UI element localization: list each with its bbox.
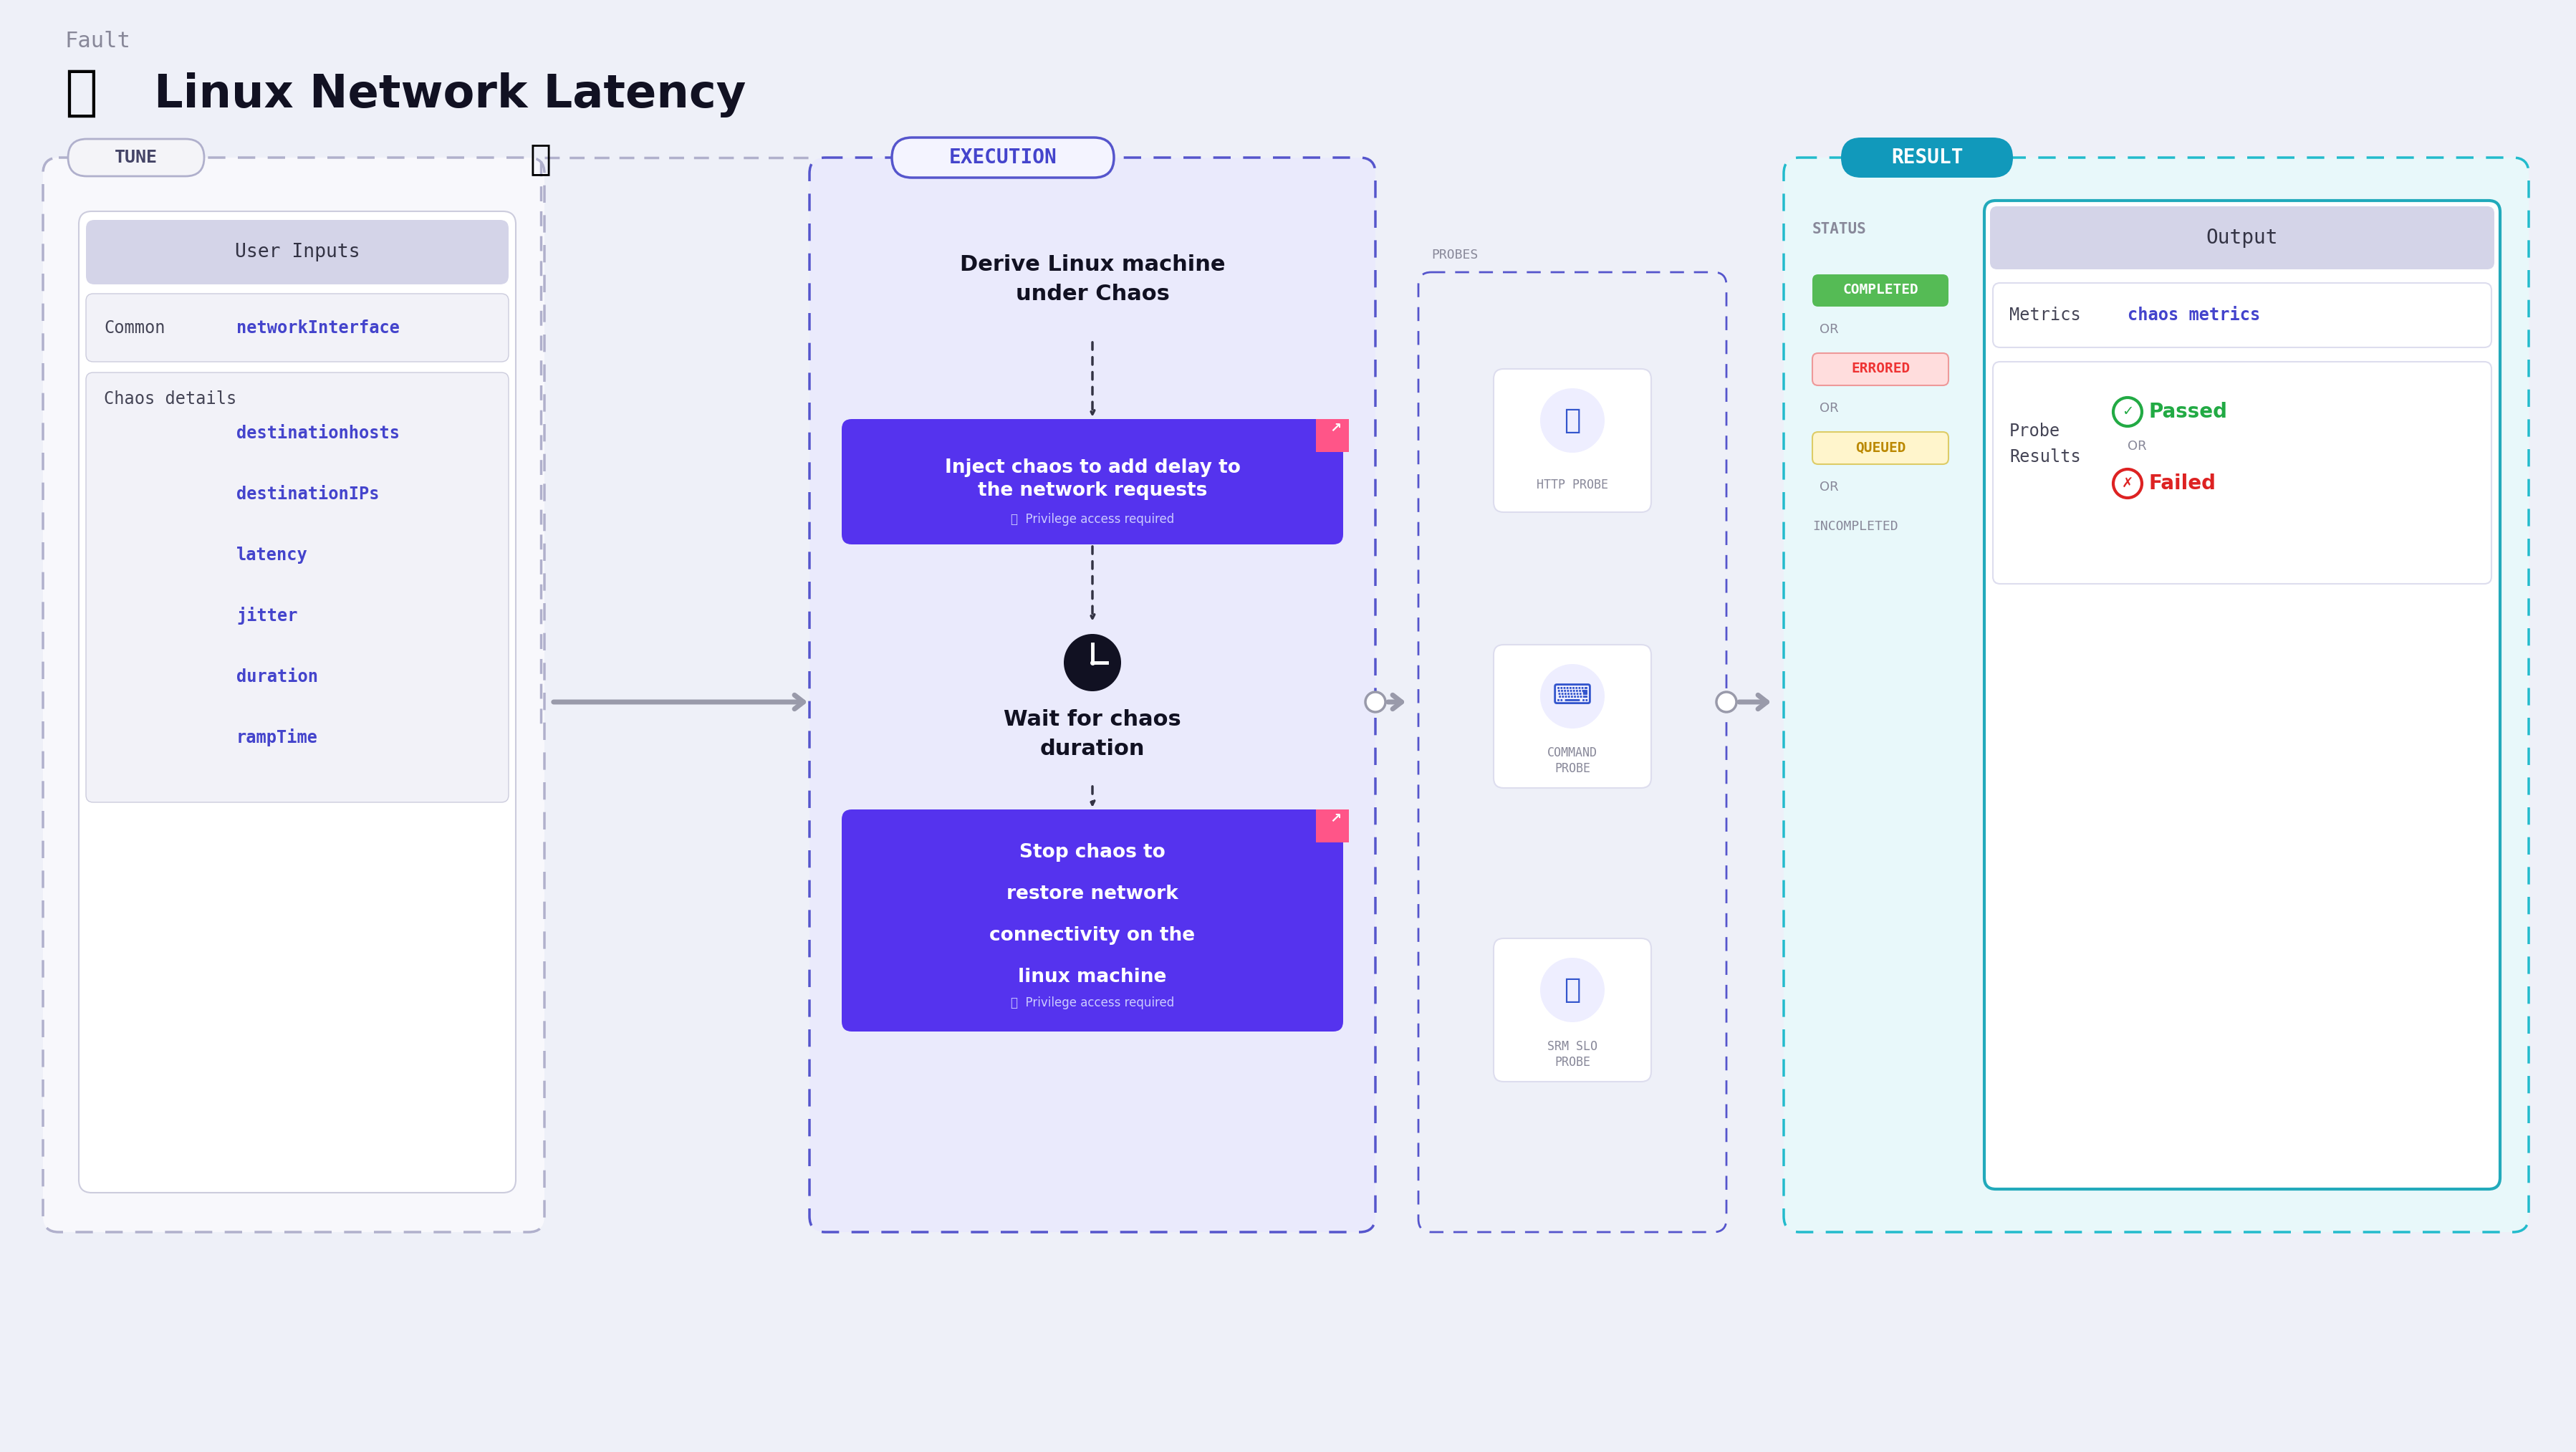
FancyBboxPatch shape (1316, 809, 1350, 842)
Text: Metrics: Metrics (2009, 306, 2081, 324)
Text: OR: OR (2128, 440, 2146, 453)
Text: Common: Common (103, 319, 165, 337)
Text: OR: OR (1819, 402, 1839, 415)
Text: STATUS: STATUS (1814, 222, 1868, 237)
Text: ↗: ↗ (1329, 421, 1342, 434)
Text: Passed: Passed (2148, 402, 2228, 423)
FancyBboxPatch shape (1991, 206, 2494, 269)
Text: Fault: Fault (64, 30, 131, 52)
FancyBboxPatch shape (1316, 420, 1350, 452)
Text: COMMAND
PROBE: COMMAND PROBE (1548, 746, 1597, 775)
Text: duration: duration (237, 668, 317, 685)
Text: 🔮: 🔮 (1564, 976, 1582, 1003)
Text: linux machine: linux machine (1018, 968, 1167, 986)
FancyBboxPatch shape (85, 219, 507, 285)
FancyBboxPatch shape (1814, 274, 1947, 306)
Text: jitter: jitter (237, 607, 299, 624)
Text: EXECUTION: EXECUTION (948, 148, 1056, 167)
Text: COMPLETED: COMPLETED (1842, 283, 1919, 296)
Text: QUEUED: QUEUED (1855, 441, 1906, 454)
Text: 🐧: 🐧 (531, 142, 551, 176)
Text: chaos metrics: chaos metrics (2128, 306, 2259, 324)
Text: HTTP PROBE: HTTP PROBE (1535, 479, 1607, 491)
Text: TUNE: TUNE (113, 150, 157, 166)
FancyBboxPatch shape (891, 138, 1113, 177)
FancyBboxPatch shape (85, 373, 507, 803)
Text: networkInterface: networkInterface (237, 319, 399, 337)
FancyBboxPatch shape (80, 212, 515, 1192)
FancyBboxPatch shape (44, 158, 544, 1233)
FancyBboxPatch shape (1494, 938, 1651, 1082)
Text: PROBES: PROBES (1432, 248, 1479, 261)
Text: Derive Linux machine
under Chaos: Derive Linux machine under Chaos (961, 254, 1226, 305)
Text: OR: OR (1819, 322, 1839, 335)
FancyBboxPatch shape (809, 158, 1376, 1233)
Text: Chaos details: Chaos details (103, 391, 237, 408)
Text: ↗: ↗ (1329, 812, 1342, 825)
Circle shape (1365, 693, 1386, 711)
Text: destinationhosts: destinationhosts (237, 425, 399, 441)
Circle shape (1540, 664, 1605, 729)
Text: Inject chaos to add delay to: Inject chaos to add delay to (945, 459, 1239, 478)
Text: the network requests: the network requests (979, 482, 1208, 499)
Text: RESULT: RESULT (1891, 148, 1963, 167)
Text: connectivity on the: connectivity on the (989, 926, 1195, 945)
FancyBboxPatch shape (842, 809, 1342, 1031)
Text: Probe
Results: Probe Results (2009, 423, 2081, 466)
FancyBboxPatch shape (67, 139, 204, 176)
Text: 🐧: 🐧 (64, 67, 98, 119)
Text: rampTime: rampTime (237, 729, 317, 746)
FancyBboxPatch shape (1494, 369, 1651, 513)
Text: restore network: restore network (1007, 884, 1177, 903)
Circle shape (1716, 693, 1736, 711)
Text: latency: latency (237, 546, 309, 563)
Text: ERRORED: ERRORED (1852, 362, 1909, 376)
Text: destinationIPs: destinationIPs (237, 485, 379, 502)
Text: Stop chaos to: Stop chaos to (1020, 844, 1164, 861)
Text: INCOMPLETED: INCOMPLETED (1814, 520, 1899, 533)
Text: ⌨: ⌨ (1553, 682, 1592, 710)
Circle shape (1540, 388, 1605, 453)
Text: Output: Output (2205, 228, 2277, 248)
FancyBboxPatch shape (85, 293, 507, 362)
FancyBboxPatch shape (1842, 138, 2012, 177)
Text: OR: OR (1819, 481, 1839, 494)
Text: User Inputs: User Inputs (234, 242, 361, 261)
Text: SRM SLO
PROBE: SRM SLO PROBE (1548, 1040, 1597, 1069)
Circle shape (1064, 635, 1121, 691)
Text: Failed: Failed (2148, 473, 2215, 494)
Text: ✓: ✓ (2123, 405, 2133, 418)
FancyBboxPatch shape (1494, 645, 1651, 788)
Text: 🌐: 🌐 (1564, 407, 1582, 434)
FancyBboxPatch shape (842, 420, 1342, 544)
FancyBboxPatch shape (1984, 200, 2501, 1189)
Text: Wait for chaos
duration: Wait for chaos duration (1005, 710, 1182, 759)
FancyBboxPatch shape (1783, 158, 2530, 1233)
Circle shape (1540, 958, 1605, 1022)
Text: 🔒  Privilege access required: 🔒 Privilege access required (1010, 513, 1175, 526)
Text: 🔒  Privilege access required: 🔒 Privilege access required (1010, 996, 1175, 1009)
FancyBboxPatch shape (1994, 362, 2491, 584)
Text: Linux Network Latency: Linux Network Latency (155, 73, 747, 118)
FancyBboxPatch shape (1814, 353, 1947, 385)
Text: ✗: ✗ (2123, 476, 2133, 491)
FancyBboxPatch shape (1994, 283, 2491, 347)
FancyBboxPatch shape (1814, 431, 1947, 465)
